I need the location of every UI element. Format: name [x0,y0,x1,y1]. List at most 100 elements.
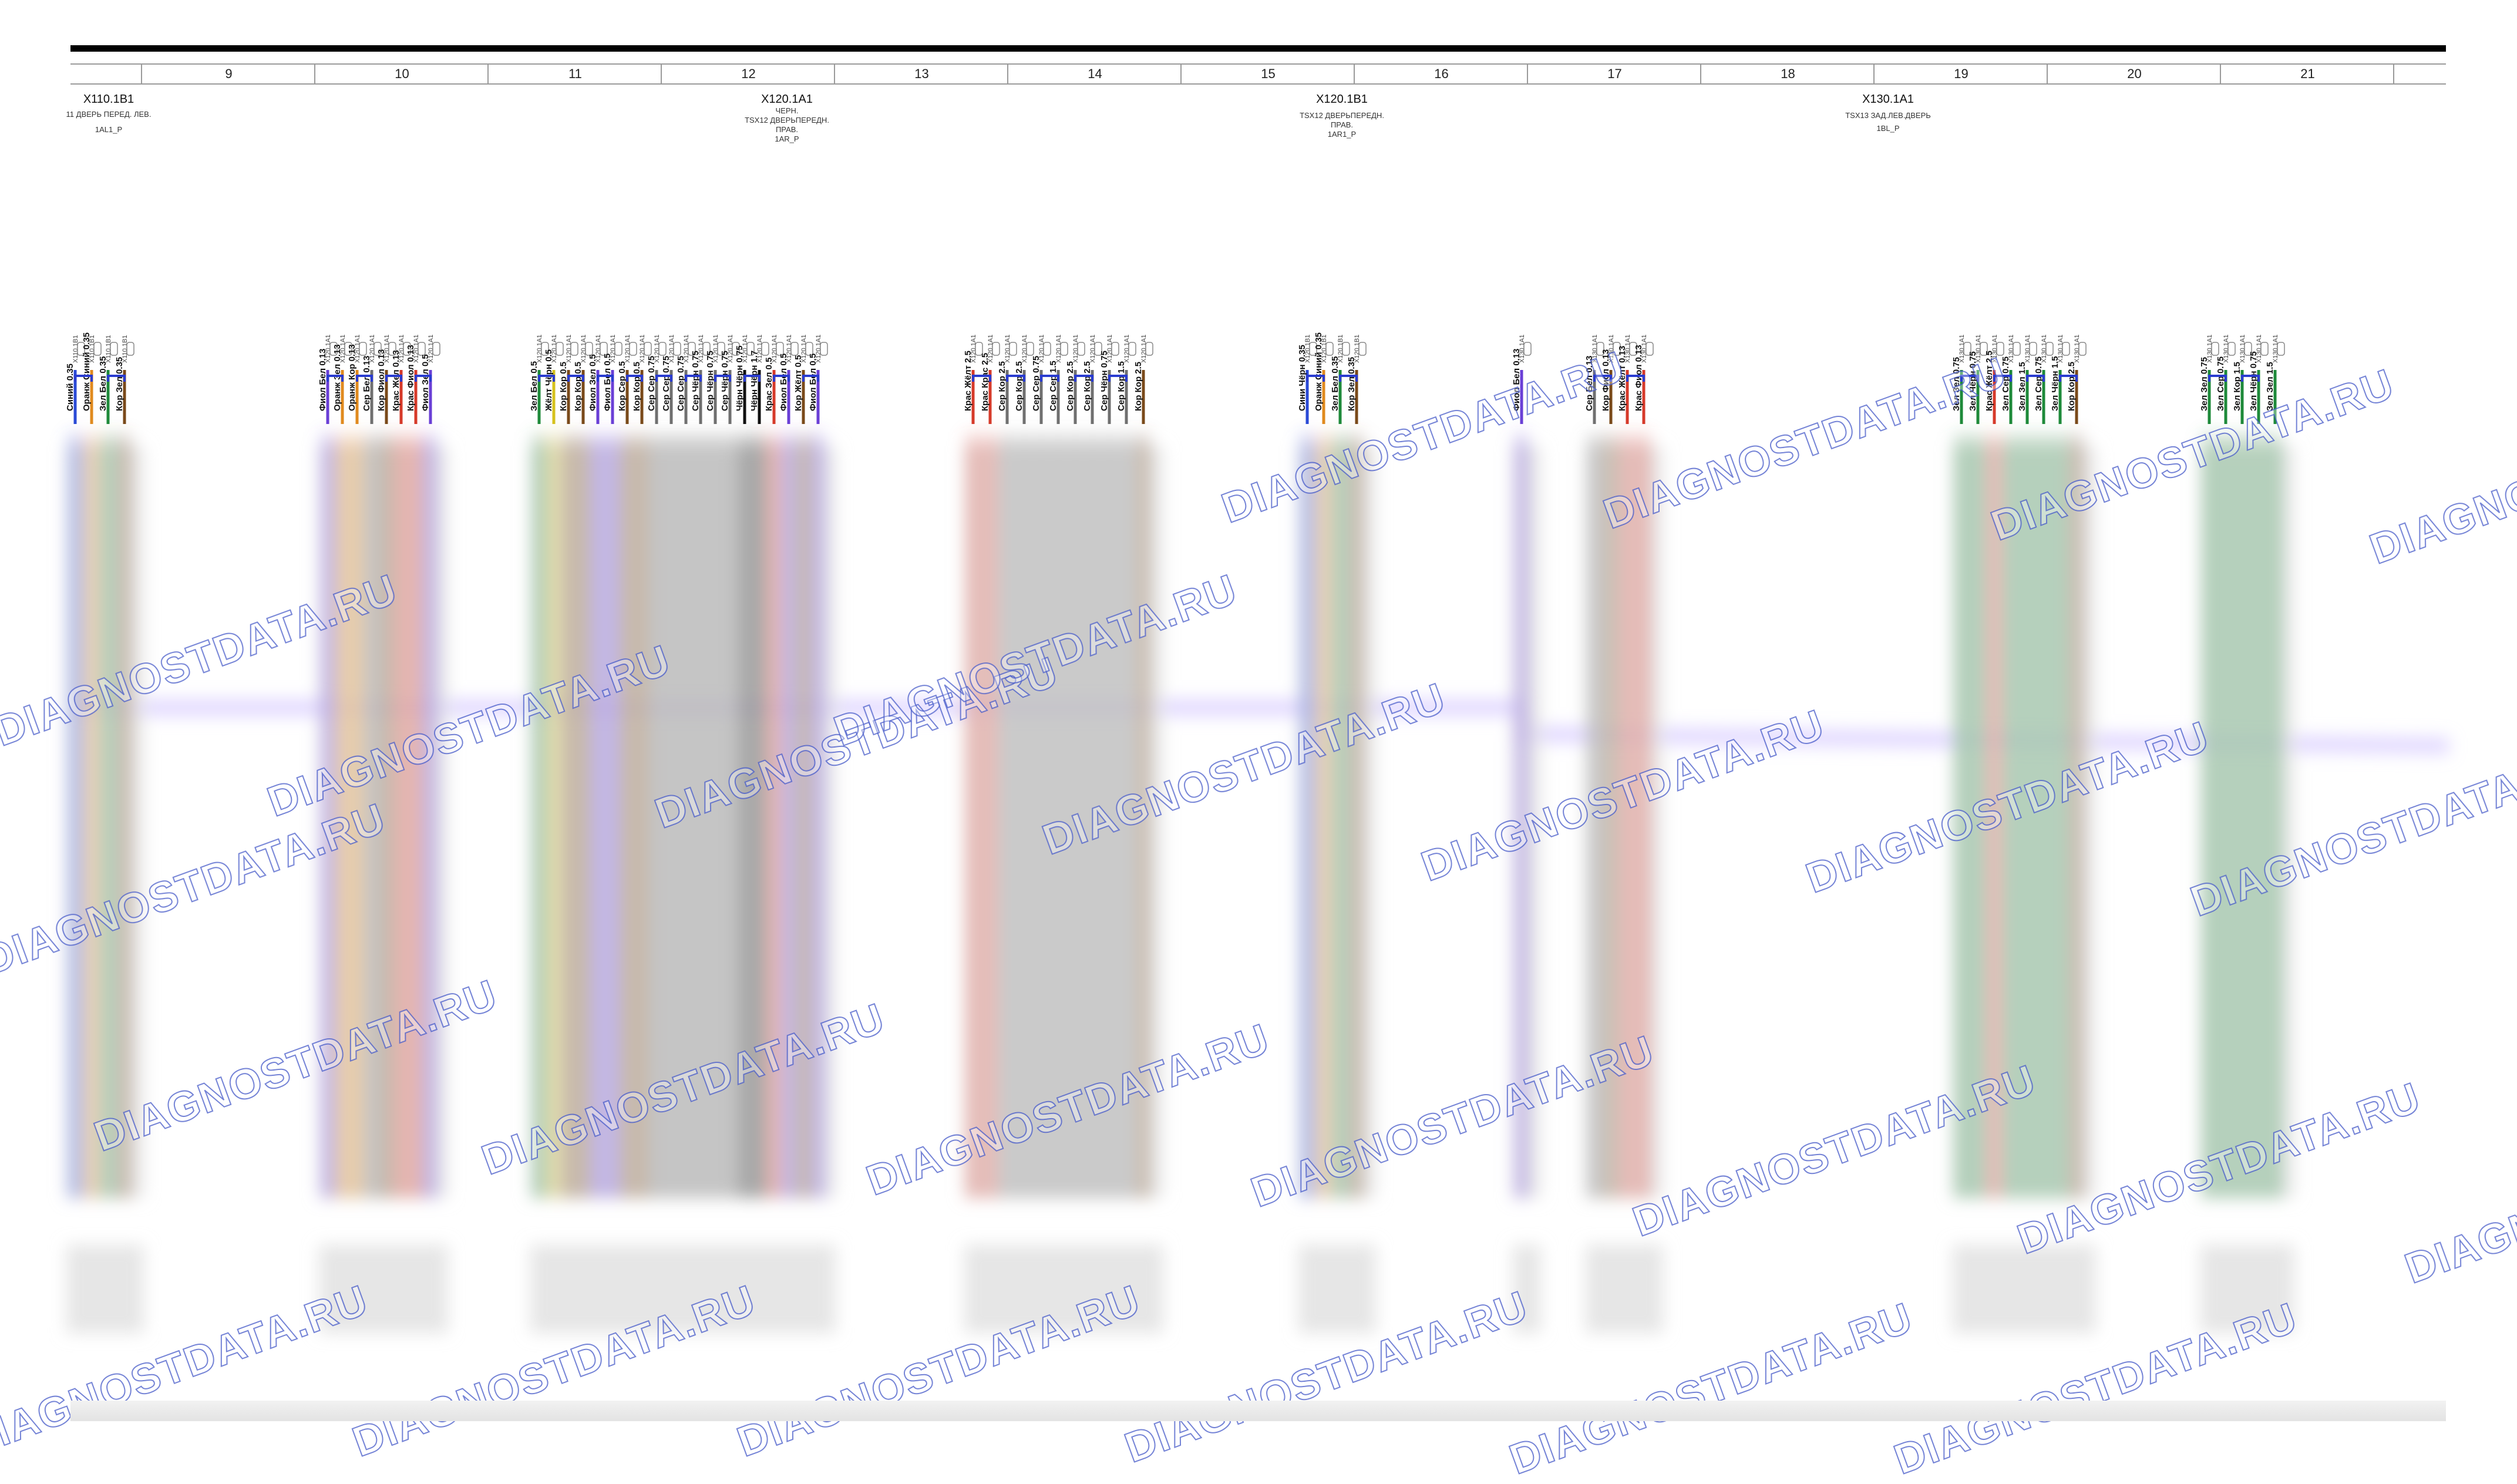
wire-label: Фиол Зел 0.5 [588,354,598,411]
pin-box [992,342,1000,356]
splice-bracket [743,375,761,382]
pin-box [1358,342,1367,356]
connector-desc-line: 1AL1_P [95,125,123,134]
splice-bracket [685,375,702,382]
pin-reference-label: X120.1B1 [1304,335,1311,363]
pin-reference-label: X120.1A1 [551,335,558,363]
wire-label: Жёлт Чёрн 0.5 [544,349,554,412]
wire-label: Зел Зел 1.5 [2017,362,2027,411]
pin-reference-label: X120.1A1 [1072,335,1079,363]
splice-bracket [385,375,402,382]
wire-label: Фиол Бел 0.13 [1512,348,1522,411]
connector-desc-line: TSX12 ДВЕРЬПЕРЕДН. [745,116,829,124]
pin-reference-label: X130.1A1 [2057,335,2064,363]
splice-bracket [1960,375,1979,382]
pin-box [1342,342,1350,356]
pin-reference-label: X120.1B1 [1321,335,1328,363]
pin-box [1026,342,1034,356]
wire-label: Зел Сер 0.75 [2001,356,2011,411]
pin-reference-label: X120.1A1 [1055,335,1062,363]
column-15: 15 [1180,65,1355,83]
pin-box [388,342,396,356]
wire-label: Фиол Бел 0.5 [603,354,613,411]
pin-box [541,342,549,356]
pin-box [1996,342,2004,356]
wire-label: Крас Жёлт 2.5 [1984,351,1994,411]
connector-title: X120.1B1 [1316,93,1368,106]
pin-box [2029,342,2037,356]
wire-label: Сер Кор 2.5 [1014,361,1024,411]
pin-reference-label: X120.1A1 [970,335,977,363]
column-12: 12 [661,65,835,83]
column-11: 11 [487,65,662,83]
connector-x120-1a1-header: X120.1A1 ЧЕРН. TSX12 ДВЕРЬПЕРЕДН. ПРАВ. … [675,93,899,144]
blurred-wire-block [964,1245,1163,1333]
pin-box [1523,342,1532,356]
pin-box [2277,342,2285,356]
pin-reference-label: X120.1A1 [712,335,719,363]
wire-label: Сер Чёрн 0.75 [705,351,715,411]
pin-reference-label: X130.1A1 [1608,335,1615,363]
pin-box [418,342,426,356]
pin-reference-label: X120.1A1 [1123,335,1130,363]
pin-box [2078,342,2087,356]
pin-reference-label: X120.1A1 [354,335,361,363]
connector-desc-line: 11 ДВЕРЬ ПЕРЕД. ЛЕВ. [66,110,152,119]
pin-reference-label: X120.1A1 [580,335,587,363]
wire-label: Сер Бел 0.13 [1584,355,1594,411]
pin-reference-label: X120.1A1 [1140,335,1148,363]
bottom-fade-bar [70,1401,2446,1421]
pin-box [746,342,755,356]
pin-box [644,342,652,356]
wire-label: Сер Сер 0.75 [661,356,671,411]
pin-reference-label: X130.1A1 [1624,335,1631,363]
wire-label: Сини Чёрн 0.35 [1297,345,1307,411]
wire-label: Крас Жел 0.13 [391,350,401,411]
pin-reference-label: X120.1A1 [1038,335,1045,363]
wire-label: Сер Кор 2.5 [1082,361,1092,411]
column-13: 13 [834,65,1008,83]
pin-box [1629,342,1637,356]
splice-bracket [1108,375,1128,382]
pin-reference-label: X130.1A1 [1591,335,1599,363]
pin-box [1309,342,1317,356]
pin-reference-label: X120.1A1 [639,335,646,363]
wire-label: Кор Кор 2.5 [1133,362,1143,411]
pin-box [403,342,411,356]
column-17: 17 [1527,65,1701,83]
splice-bracket [327,375,344,382]
pin-box [93,342,102,356]
pin-reference-label: X120.1A1 [786,335,793,363]
pin-box [975,342,983,356]
pin-box [2045,342,2054,356]
splice-bracket [1006,375,1025,382]
wire-label: Крас Жёлт 2.5 [963,351,973,411]
wire-label: Кор Кор 0.5 [573,362,583,411]
splice-bracket [1306,375,1325,382]
wire-label: Сер Сер 0.75 [676,356,686,411]
pin-box [556,342,564,356]
blurred-wire-area [66,435,2449,1333]
wire-label: Крас Фиол 0.13 [1634,345,1644,411]
pin-reference-label: X120.1A1 [339,335,346,363]
pin-reference-label: X120.1A1 [800,335,807,363]
pin-box [1060,342,1068,356]
pin-reference-label: X120.1A1 [654,335,661,363]
pin-box [329,342,338,356]
pin-box [776,342,784,356]
pin-reference-label: X120.1A1 [815,335,822,363]
wire-label: Зел Бел 0.35 [1330,356,1340,411]
connector-title: X120.1A1 [761,93,813,106]
pin-reference-label: X120.1A1 [624,335,631,363]
pin-box [1596,342,1604,356]
pin-box [2244,342,2252,356]
wire-label: Зел Кор 1.5 [2232,362,2242,411]
pin-box [110,342,118,356]
wire-label: Зел Бел 0.5 [529,361,539,411]
wire-label: Крас Крас 2.5 [980,353,990,411]
splice-bracket [74,375,93,382]
pin-reference-label: X120.1A1 [595,335,602,363]
pin-box [2227,342,2236,356]
